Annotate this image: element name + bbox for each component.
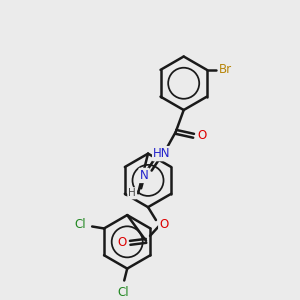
Text: Cl: Cl — [117, 286, 129, 299]
Text: Br: Br — [219, 63, 232, 76]
Text: Cl: Cl — [74, 218, 86, 231]
Text: O: O — [118, 236, 127, 249]
Text: H: H — [128, 188, 136, 198]
Text: O: O — [197, 129, 206, 142]
Text: O: O — [159, 218, 169, 232]
Text: HN: HN — [153, 147, 171, 160]
Text: N: N — [140, 169, 148, 182]
